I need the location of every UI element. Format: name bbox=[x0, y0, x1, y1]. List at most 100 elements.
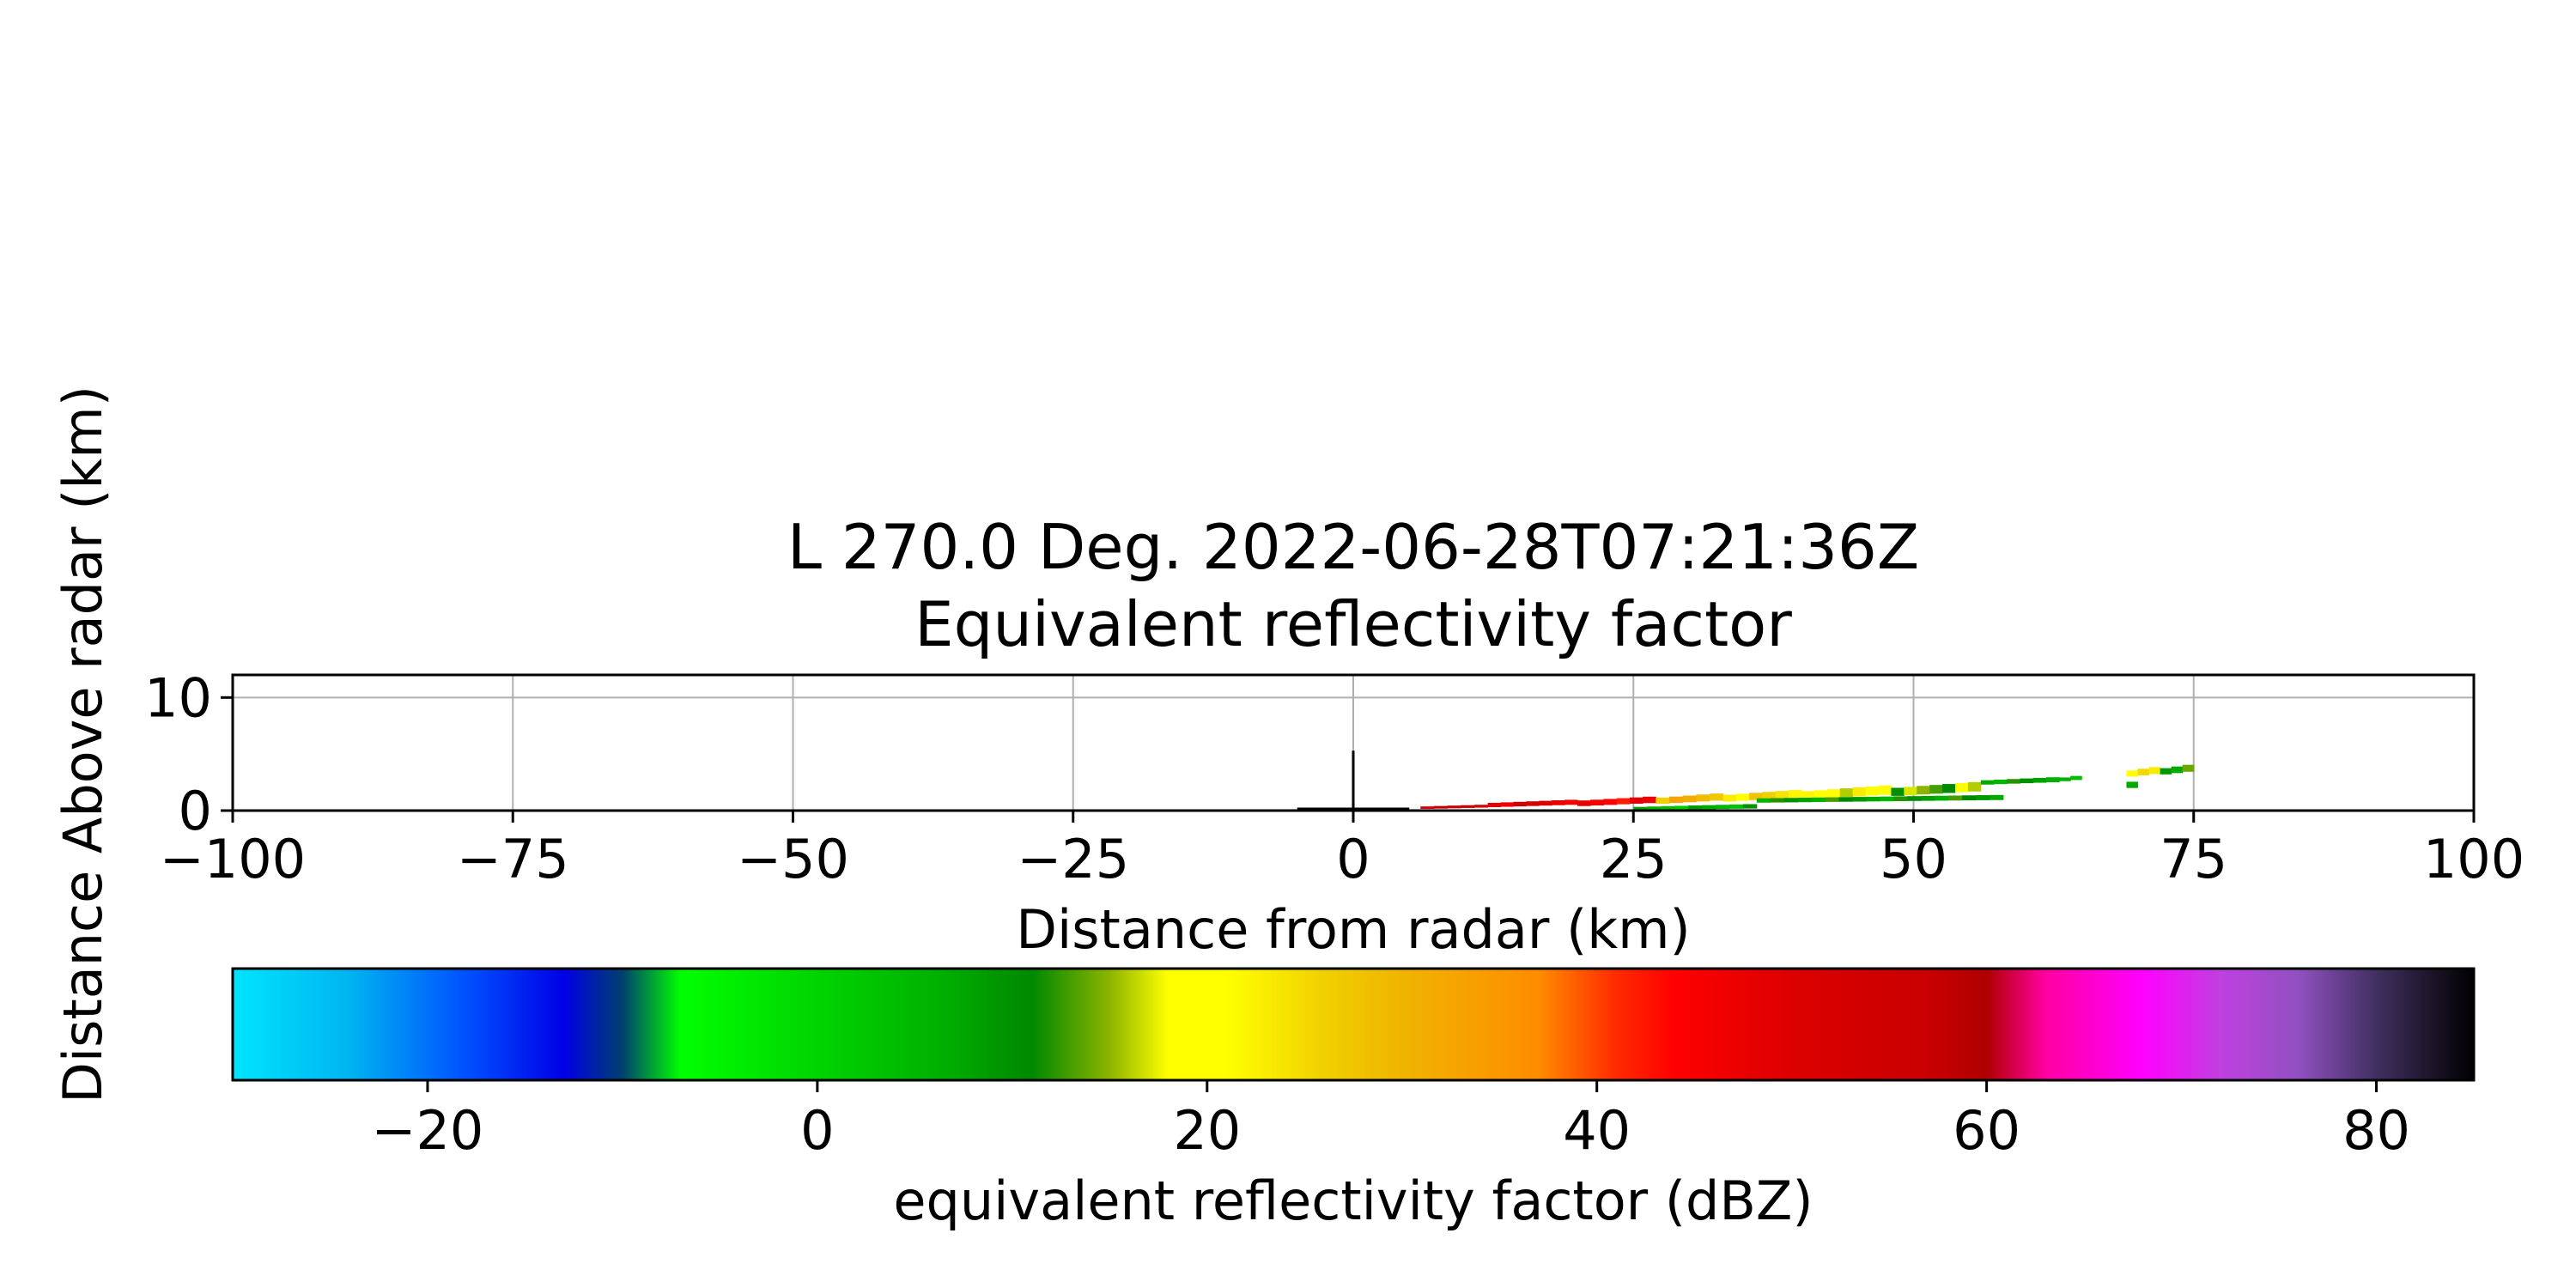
reflectivity-cell-6-3 bbox=[1929, 785, 1943, 794]
reflectivity-cell-4-3 bbox=[1762, 792, 1777, 799]
reflectivity-cell-2-2 bbox=[1603, 799, 1618, 805]
colorbar-tick-label-0: −20 bbox=[372, 1099, 484, 1162]
reflectivity-cell-4-2 bbox=[1749, 793, 1763, 800]
reflectivity-cell-4-0 bbox=[1722, 794, 1737, 802]
colorbar-tick-label-5: 80 bbox=[2342, 1099, 2410, 1162]
reflectivity-cell-12-15 bbox=[1962, 795, 1977, 801]
reflectivity-cell-12-14 bbox=[1948, 795, 1963, 801]
reflectivity-cell-12-11 bbox=[1907, 796, 1922, 801]
reflectivity-cell-1-0 bbox=[1487, 802, 1502, 808]
reflectivity-cell-2-4 bbox=[1629, 797, 1643, 804]
y-tick-label-0: 0 bbox=[179, 780, 212, 842]
reflectivity-cell-1-2 bbox=[1513, 801, 1527, 807]
colorbar-ticks: −20 0 20 40 60 80 bbox=[372, 1080, 2410, 1162]
reflectivity-cell-5-0 bbox=[1801, 791, 1815, 799]
reflectivity-cell-5-5 bbox=[1865, 786, 1879, 796]
x-tick-label-7: 75 bbox=[2160, 828, 2227, 890]
y-axis-label: Distance Above radar (km) bbox=[52, 386, 114, 1103]
reflectivity-cell-12-6 bbox=[1838, 797, 1853, 802]
reflectivity-cell-9-2 bbox=[2148, 767, 2161, 775]
reflectivity-cell-10-1 bbox=[2171, 766, 2184, 774]
colorbar-tick-label-3: 40 bbox=[1563, 1099, 1631, 1162]
reflectivity-cell-0-2 bbox=[1447, 805, 1461, 809]
reflectivity-cell-11-2 bbox=[1661, 805, 1675, 811]
reflectivity-cell-12-17 bbox=[1989, 794, 2004, 800]
reflectivity-cell-8-1 bbox=[2070, 775, 2082, 781]
reflectivity-cell-5-4 bbox=[1852, 787, 1867, 797]
reflectivity-cell-6-4 bbox=[1942, 784, 1956, 793]
reflectivity-cell-3-3 bbox=[1696, 794, 1710, 802]
reflectivity-cell-11-1 bbox=[1647, 806, 1662, 811]
colorbar-tick-label-1: 0 bbox=[800, 1099, 834, 1162]
reflectivity-cell-3-1 bbox=[1669, 796, 1684, 804]
x-tick-label-6: 50 bbox=[1880, 828, 1947, 890]
reflectivity-cell-1-4 bbox=[1539, 800, 1552, 806]
chart-title: L 270.0 Deg. 2022-06-28T07:21:36Z bbox=[787, 511, 1919, 583]
reflectivity-cell-13-0 bbox=[2126, 781, 2138, 788]
reflectivity-cell-4-4 bbox=[1775, 791, 1789, 799]
reflectivity-cell-3-2 bbox=[1682, 795, 1697, 803]
reflectivity-cell-12-0 bbox=[1756, 798, 1771, 803]
reflectivity-cell-4-5 bbox=[1788, 790, 1802, 799]
x-tick-label-4: 0 bbox=[1336, 828, 1370, 890]
x-tick-label-1: −75 bbox=[457, 828, 569, 890]
chart-subtitle: Equivalent reflectivity factor bbox=[914, 588, 1792, 660]
colorbar-gradient bbox=[231, 967, 2476, 1082]
x-axis-label: Distance from radar (km) bbox=[1016, 898, 1691, 961]
reflectivity-cell-12-4 bbox=[1811, 797, 1826, 803]
reflectivity-cell-5-3 bbox=[1839, 788, 1854, 798]
reflectivity-cell-6-2 bbox=[1917, 786, 1930, 795]
reflectivity-cell-11-7 bbox=[1728, 804, 1744, 809]
reflectivity-cell-6-5 bbox=[1954, 782, 1969, 793]
y-tick-label-1: 10 bbox=[144, 666, 212, 729]
reflectivity-cell-7-5 bbox=[2045, 777, 2060, 783]
reflectivity-cell-10-0 bbox=[2160, 768, 2172, 775]
reflectivity-cell-2-5 bbox=[1643, 796, 1656, 804]
reflectivity-cell-11-5 bbox=[1702, 805, 1716, 810]
x-axis-ticks: −100 −75 −50 −25 0 25 50 75 100 bbox=[160, 811, 2524, 890]
reflectivity-cell-2-3 bbox=[1616, 798, 1631, 805]
x-tick-label-2: −50 bbox=[737, 828, 849, 890]
reflectivity-cell-7-2 bbox=[2007, 779, 2020, 784]
reflectivity-cell-1-3 bbox=[1526, 801, 1540, 806]
reflectivity-cell-9-1 bbox=[2137, 769, 2150, 775]
reflectivity-cell-12-9 bbox=[1880, 796, 1894, 802]
reflectivity-cell-12-2 bbox=[1783, 798, 1799, 803]
x-tick-label-3: −25 bbox=[1017, 828, 1129, 890]
colorbar-tick-label-4: 60 bbox=[1953, 1099, 2020, 1162]
y-axis-ticks: 0 10 bbox=[144, 666, 233, 842]
reflectivity-cell-1-1 bbox=[1500, 802, 1514, 807]
reflectivity-cell-6-0 bbox=[1891, 787, 1905, 796]
plot-area: −100 −75 −50 −25 0 25 50 75 100 0 10 bbox=[144, 666, 2524, 890]
reflectivity-cell-3-0 bbox=[1656, 797, 1670, 805]
reflectivity-cell-6-1 bbox=[1904, 787, 1917, 796]
reflectivity-cell-8-0 bbox=[2059, 777, 2071, 781]
reflectivity-cell-12-8 bbox=[1866, 796, 1880, 802]
reflectivity-cell-2-1 bbox=[1590, 799, 1604, 806]
reflectivity-cell-9-0 bbox=[2126, 770, 2138, 777]
reflectivity-cell-4-1 bbox=[1735, 793, 1750, 801]
reflectivity-cell-5-1 bbox=[1814, 790, 1828, 799]
reflectivity-cell-0-1 bbox=[1433, 805, 1449, 809]
reflectivity-cell-11-6 bbox=[1715, 805, 1730, 810]
reflectivity-cell-2-0 bbox=[1577, 800, 1591, 806]
reflectivity-cell-12-5 bbox=[1825, 797, 1839, 802]
x-tick-label-5: 25 bbox=[1600, 828, 1668, 890]
reflectivity-cell-5-6 bbox=[1878, 785, 1892, 795]
reflectivity-cell-12-13 bbox=[1935, 795, 1949, 801]
reflectivity-cell-1-5 bbox=[1552, 800, 1565, 805]
reflectivity-cell-12-1 bbox=[1770, 798, 1785, 803]
x-tick-label-8: 100 bbox=[2423, 828, 2524, 890]
reflectivity-cell-7-3 bbox=[2020, 778, 2034, 784]
reflectivity-cell-12-3 bbox=[1797, 798, 1813, 803]
colorbar: −20 0 20 40 60 80 bbox=[231, 967, 2476, 1162]
colorbar-tick-label-2: 20 bbox=[1173, 1099, 1241, 1162]
reflectivity-cell-11-8 bbox=[1742, 804, 1758, 809]
x-tick-label-0: −100 bbox=[160, 828, 306, 890]
colorbar-label: equivalent reflectivity factor (dBZ) bbox=[893, 1170, 1813, 1232]
reflectivity-cell-0-3 bbox=[1461, 805, 1475, 808]
reflectivity-cell-12-10 bbox=[1893, 796, 1908, 801]
reflectivity-cell-10-2 bbox=[2182, 764, 2195, 772]
reflectivity-cell-11-0 bbox=[1633, 806, 1648, 811]
